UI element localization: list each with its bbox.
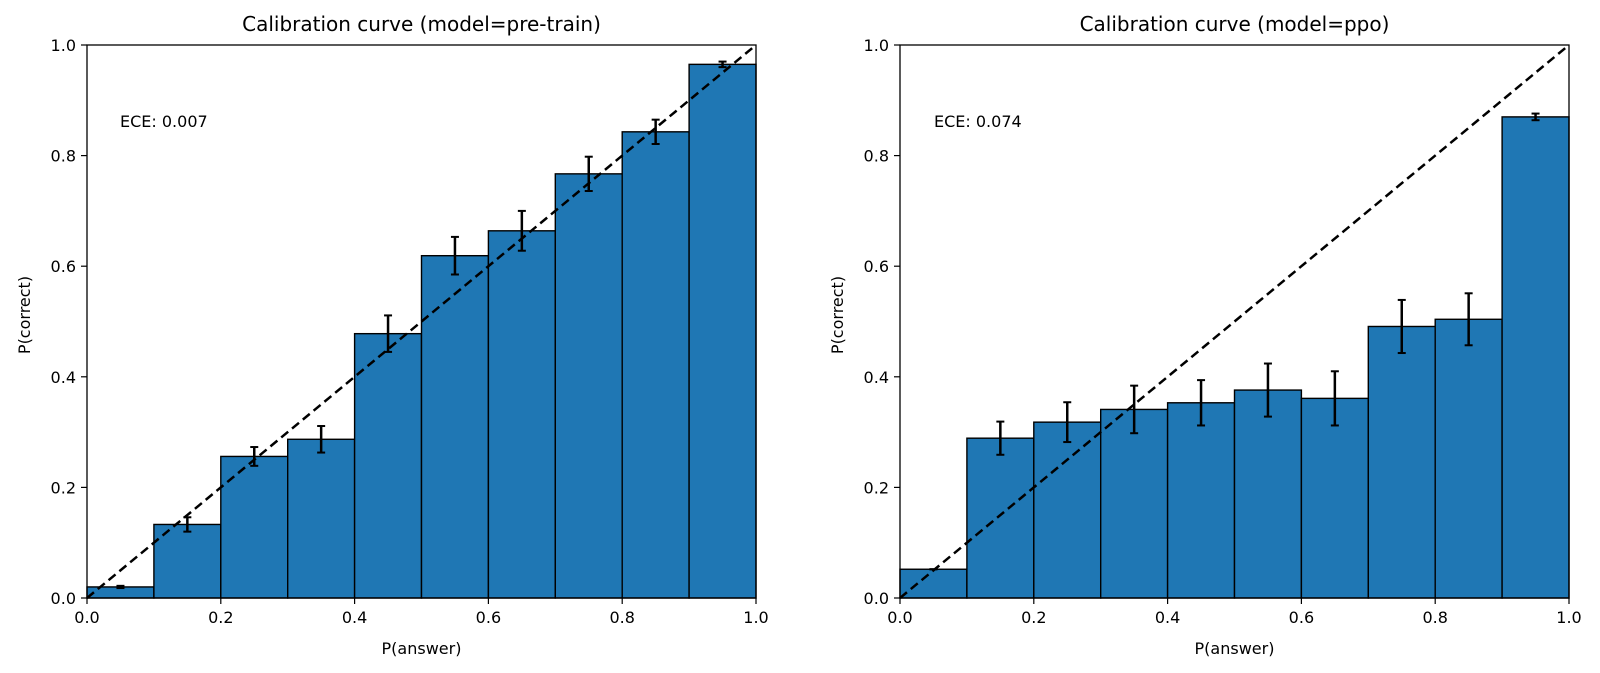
chart-pre-train: Calibration curve (model=pre-train) P(an…: [15, 12, 769, 658]
x-tick-label: 0.4: [342, 608, 367, 627]
error-bar: [1197, 379, 1206, 427]
error-bar: [996, 420, 1005, 456]
y-tick-label: 0.2: [864, 478, 889, 497]
y-tick-label: 0.4: [864, 368, 889, 387]
y-axis-label: P(correct): [828, 276, 847, 354]
bar: [1501, 116, 1570, 599]
error-bar: [450, 235, 459, 276]
x-tick-label: 0.8: [609, 608, 634, 627]
bar: [1434, 318, 1503, 599]
bar: [621, 131, 690, 599]
bar: [1033, 421, 1102, 599]
x-tick-label: 0.2: [208, 608, 233, 627]
error-bar: [718, 60, 727, 69]
plot-frame: [86, 44, 757, 599]
x-tick-label: 0.6: [1289, 608, 1314, 627]
ece-annotation: ECE: 0.074: [934, 112, 1022, 131]
chart-title: Calibration curve (model=ppo): [1080, 12, 1390, 36]
x-tick-label: 0.0: [887, 608, 912, 627]
x-tick-label: 0.6: [476, 608, 501, 627]
bar: [1099, 408, 1169, 599]
error-bar: [116, 584, 125, 590]
diagonal-reference-line: [86, 44, 757, 599]
bar: [966, 437, 1035, 599]
error-bars: [116, 60, 727, 590]
error-bar: [1531, 112, 1540, 122]
bar: [487, 230, 556, 599]
error-bar: [1464, 292, 1473, 347]
bar: [1367, 325, 1436, 599]
error-bars: [929, 112, 1540, 571]
y-tick-label: 0.0: [864, 589, 889, 608]
x-tick-label: 1.0: [1556, 608, 1581, 627]
y-tick-label: 1.0: [51, 36, 76, 55]
error-bar: [1063, 401, 1072, 444]
x-tick-label: 1.0: [743, 608, 768, 627]
bar: [1166, 402, 1236, 599]
error-bar: [1130, 384, 1139, 435]
error-bar: [1263, 362, 1272, 418]
bar: [287, 438, 356, 599]
x-tick-label: 0.2: [1021, 608, 1046, 627]
x-axis-label: P(answer): [382, 639, 462, 658]
ece-annotation: ECE: 0.007: [120, 112, 208, 131]
x-tick-label: 0.4: [1155, 608, 1180, 627]
error-bar: [250, 446, 259, 467]
x-ticks: 0.0 0.2 0.4 0.6 0.8 1.0: [887, 598, 1582, 627]
bar: [1300, 397, 1370, 599]
chart-title: Calibration curve (model=pre-train): [242, 12, 601, 36]
bar: [899, 568, 968, 599]
diagonal-reference-line: [899, 44, 1570, 599]
y-tick-label: 0.4: [51, 368, 76, 387]
error-bar: [517, 209, 526, 252]
bar: [554, 173, 623, 599]
error-bar: [651, 118, 660, 145]
y-axis-label: P(correct): [15, 276, 34, 354]
y-tick-label: 0.8: [51, 147, 76, 166]
bar: [1233, 389, 1303, 599]
x-tick-label: 0.0: [74, 608, 99, 627]
chart-ppo: Calibration curve (model=ppo) P(answer) …: [828, 12, 1582, 658]
x-tick-label: 0.8: [1422, 608, 1447, 627]
y-ticks: 0.0 0.2 0.4 0.6 0.8 1.0: [864, 36, 900, 608]
y-tick-label: 0.8: [864, 147, 889, 166]
error-bar: [584, 155, 593, 192]
y-tick-label: 0.0: [51, 589, 76, 608]
error-bar: [1330, 370, 1339, 427]
bar: [353, 332, 423, 599]
bar: [688, 63, 757, 599]
bar: [420, 254, 490, 599]
error-bar: [317, 425, 326, 454]
y-tick-label: 0.6: [864, 257, 889, 276]
bars: [899, 116, 1570, 599]
x-axis-label: P(answer): [1195, 639, 1275, 658]
y-tick-label: 1.0: [864, 36, 889, 55]
error-bar: [1397, 298, 1406, 355]
x-ticks: 0.0 0.2 0.4 0.6 0.8 1.0: [74, 598, 769, 627]
y-tick-label: 0.2: [51, 478, 76, 497]
y-ticks: 0.0 0.2 0.4 0.6 0.8 1.0: [51, 36, 87, 608]
plot-frame: [899, 44, 1570, 599]
y-tick-label: 0.6: [51, 257, 76, 276]
